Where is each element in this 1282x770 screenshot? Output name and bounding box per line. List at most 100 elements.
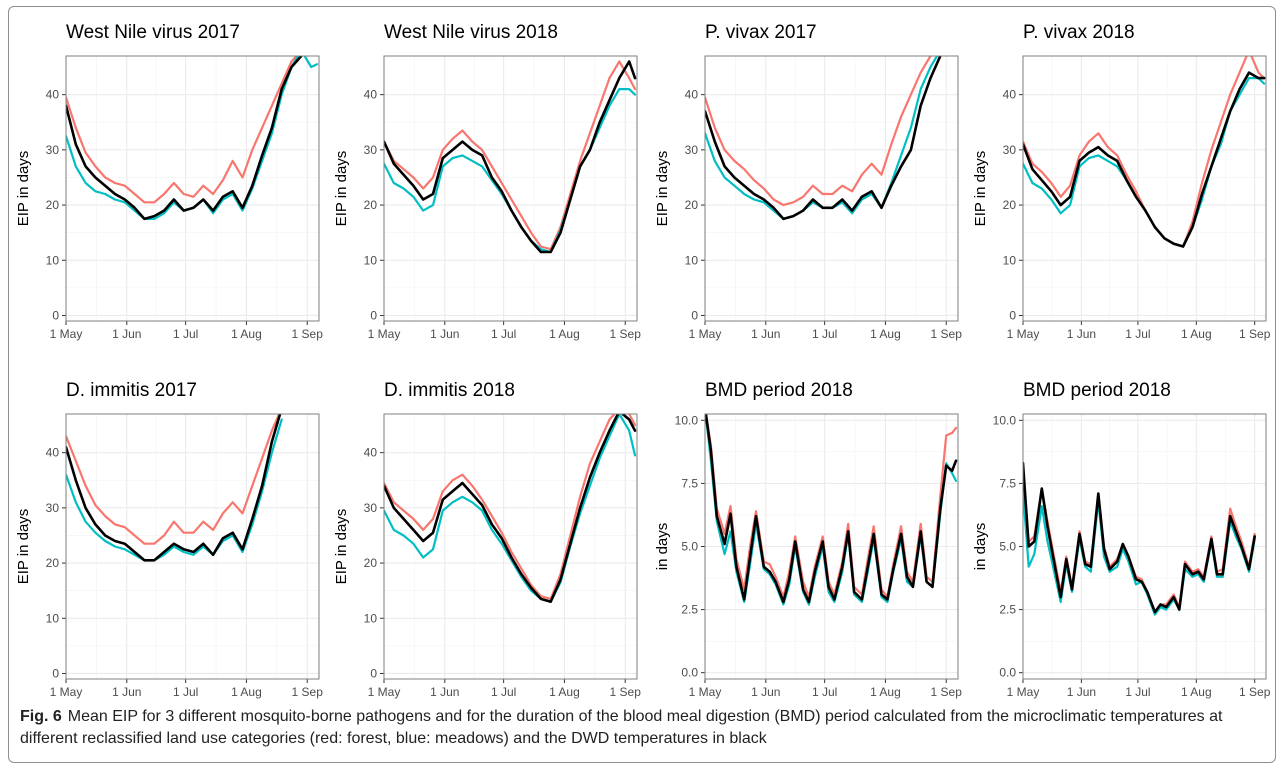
x-tick-label: 1 Aug	[1181, 327, 1212, 341]
x-tick-label: 1 Aug	[231, 327, 262, 341]
y-axis-label: EIP in days	[654, 151, 671, 227]
x-tick-label: 1 May	[1007, 327, 1040, 341]
series-group	[384, 414, 637, 603]
dwd-line	[384, 60, 637, 254]
x-tick-label: 1 Jun	[430, 327, 459, 341]
y-tick-label: 10	[46, 611, 60, 625]
plot-border	[65, 413, 320, 680]
panel-title: D. immitis 2018	[384, 380, 515, 401]
x-tick-label: 1 Aug	[549, 327, 580, 341]
y-tick-label: 30	[685, 143, 699, 157]
x-tick-label: 1 Aug	[870, 327, 901, 341]
y-axis-label: EIP in days	[15, 509, 32, 585]
y-axis-label: EIP in days	[333, 151, 350, 227]
y-tick-label: 5.0	[999, 540, 1016, 554]
x-tick-label: 1 Jul	[812, 685, 837, 699]
y-axis-label: EIP in days	[15, 151, 32, 227]
x-tick-label: 1 Aug	[870, 685, 901, 699]
y-tick-label: 20	[364, 556, 378, 570]
x-tick-label: 1 Sep	[1239, 327, 1271, 341]
y-tick-label: 0.0	[999, 666, 1016, 680]
y-tick-label: 0.0	[681, 666, 698, 680]
x-tick-label: 1 May	[368, 327, 401, 341]
y-tick-label: 20	[685, 198, 699, 212]
y-tick-label: 7.5	[681, 476, 698, 490]
plot-area	[65, 413, 320, 680]
forest-line	[66, 414, 281, 545]
panel-2: 0 10 20 30 40 1 May 1 Jun 1 Jul 1 Aug 1 Sep West N…	[333, 22, 641, 341]
x-tick-label: 1 Jul	[173, 327, 198, 341]
y-tick-label: 0	[1009, 308, 1016, 322]
dwd-line	[384, 414, 637, 603]
y-tick-label: 20	[46, 198, 60, 212]
series-group	[1023, 56, 1266, 248]
x-tick-label: 1 Jun	[1067, 327, 1096, 341]
plot-border	[65, 55, 320, 322]
x-tick-label: 1 Aug	[549, 685, 580, 699]
panel-3: 0 10 20 30 40 1 May 1 Jun 1 Jul 1 Aug 1 Sep P. viv…	[654, 22, 962, 341]
x-tick-label: 1 Jul	[491, 685, 516, 699]
y-tick-label: 30	[364, 143, 378, 157]
x-tick-label: 1 May	[689, 685, 722, 699]
x-tick-label: 1 Aug	[231, 685, 262, 699]
x-tick-label: 1 Sep	[610, 685, 642, 699]
x-tick-label: 1 Jun	[751, 685, 780, 699]
y-tick-label: 20	[364, 198, 378, 212]
forest-line	[705, 56, 933, 207]
panel-title: P. vivax 2018	[1023, 22, 1135, 43]
panel-title: BMD period 2018	[1023, 380, 1171, 401]
caption-text: Mean EIP for 3 different mosquito-borne …	[20, 708, 1223, 747]
panel-7: 0.0 2.5 5.0 7.5 10.0 1 May 1 Jun 1 Jul 1 Aug 1 Se…	[654, 380, 962, 699]
y-tick-label: 0	[370, 308, 377, 322]
y-tick-label: 30	[46, 501, 60, 515]
y-tick-label: 2.5	[681, 603, 698, 617]
y-tick-label: 10.0	[993, 413, 1017, 427]
y-tick-label: 20	[1003, 198, 1017, 212]
y-tick-label: 7.5	[999, 476, 1016, 490]
y-tick-label: 40	[1003, 88, 1017, 102]
y-tick-label: 2.5	[999, 603, 1016, 617]
panel-title: D. immitis 2017	[66, 380, 197, 401]
panel-5: 0 10 20 30 40 1 May 1 Jun 1 Jul 1 Aug 1 Sep D. imm…	[15, 380, 323, 699]
x-tick-label: 1 Sep	[1239, 685, 1271, 699]
panel-1: 0 10 20 30 40 1 May 1 Jun 1 Jul 1 Aug 1 Sep West N…	[15, 22, 323, 341]
forest-line	[66, 56, 298, 204]
y-tick-label: 10	[685, 253, 699, 267]
x-tick-label: 1 Jul	[812, 327, 837, 341]
x-tick-label: 1 May	[368, 685, 401, 699]
y-tick-label: 0	[52, 308, 59, 322]
x-tick-label: 1 May	[50, 327, 83, 341]
series-group	[705, 56, 942, 221]
series-group	[384, 60, 637, 254]
y-tick-label: 10	[1003, 253, 1017, 267]
series-group	[66, 56, 319, 221]
x-tick-label: 1 Jul	[1125, 327, 1150, 341]
y-tick-label: 0	[691, 308, 698, 322]
meadows-line	[384, 414, 637, 603]
plot-border	[704, 55, 959, 322]
forest-line	[384, 414, 637, 600]
panel-8: 0.0 2.5 5.0 7.5 10.0 1 May 1 Jun 1 Jul 1 Aug 1 Se…	[972, 380, 1271, 699]
dwd-line	[66, 414, 282, 562]
y-tick-label: 30	[364, 501, 378, 515]
x-tick-label: 1 Jun	[751, 327, 780, 341]
panel-title: BMD period 2018	[705, 380, 853, 401]
x-tick-label: 1 Jul	[1125, 685, 1150, 699]
y-axis-label: EIP in days	[972, 151, 989, 227]
x-tick-label: 1 Sep	[292, 327, 324, 341]
panel-title: West Nile virus 2017	[66, 22, 240, 43]
y-tick-label: 10	[46, 253, 60, 267]
panel-title: West Nile virus 2018	[384, 22, 558, 43]
plot-border	[383, 55, 638, 322]
y-tick-label: 40	[364, 446, 378, 460]
y-tick-label: 5.0	[681, 540, 698, 554]
y-tick-label: 40	[364, 88, 378, 102]
y-tick-label: 40	[46, 446, 60, 460]
y-tick-label: 40	[46, 88, 60, 102]
figure-caption: Fig. 6 Mean EIP for 3 different mosquito-…	[20, 706, 1260, 750]
series-group	[1023, 461, 1256, 616]
y-tick-label: 40	[685, 88, 699, 102]
plot-border	[383, 413, 638, 680]
forest-line	[384, 60, 637, 251]
panel-title: P. vivax 2017	[705, 22, 817, 43]
